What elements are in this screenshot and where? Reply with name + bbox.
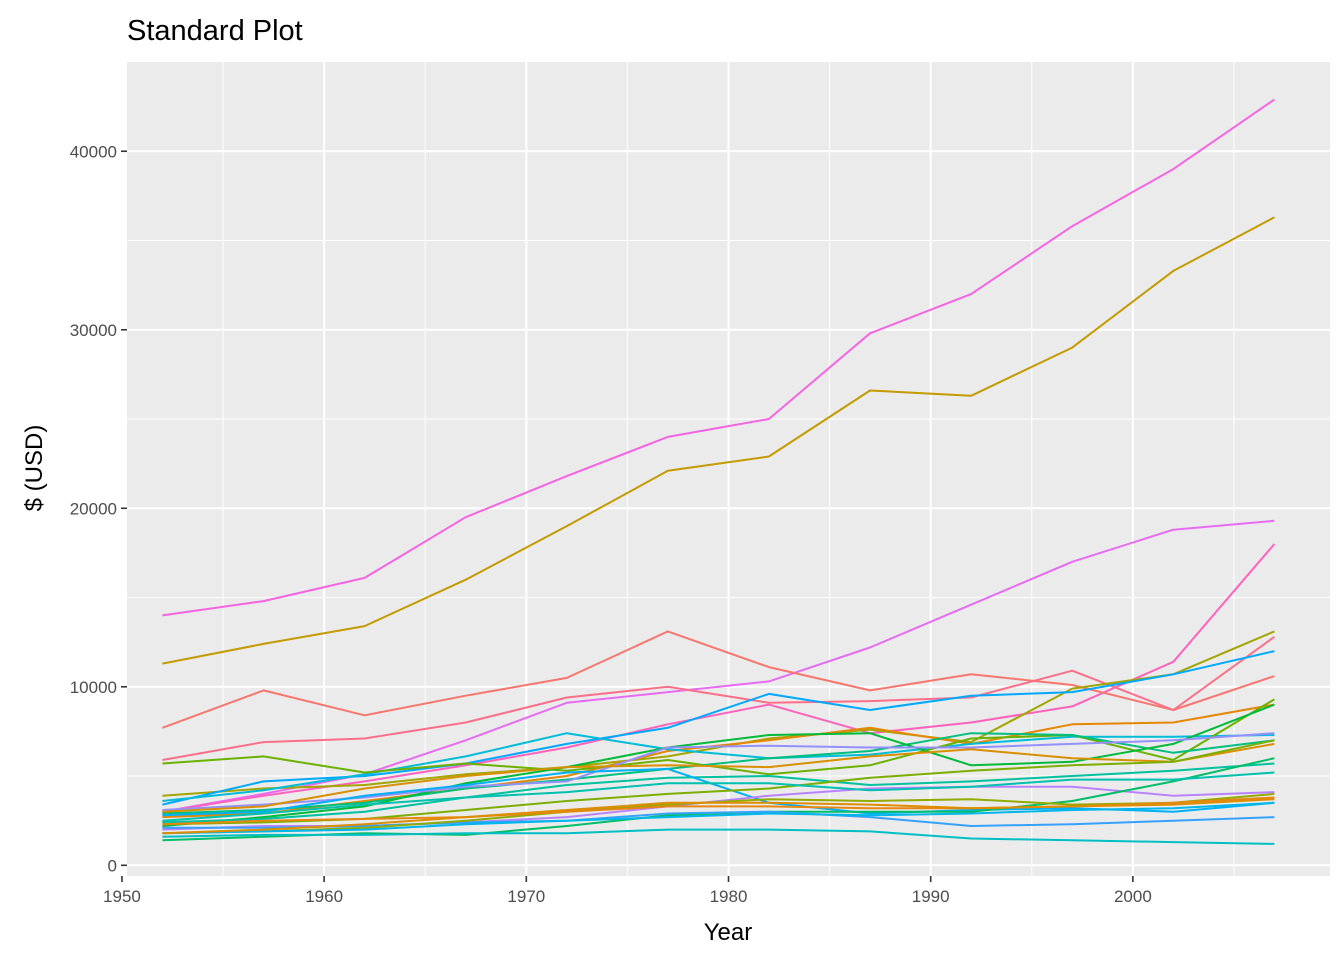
series-line-25: [162, 828, 1275, 845]
y-axis: 0 10000 20000 30000 40000: [70, 142, 127, 875]
series-line-16: [162, 762, 1275, 824]
x-tick-label: 1960: [305, 887, 343, 906]
y-tick-label: 30000: [70, 321, 117, 340]
x-axis-title: Year: [704, 919, 753, 946]
series-line-24: [162, 801, 1275, 835]
y-axis-title: $ (USD): [21, 425, 48, 512]
major-gridlines: [120, 62, 1330, 876]
x-axis: 1950 1960 1970 1980 1990 2000: [103, 876, 1152, 906]
x-tick-label: 1950: [103, 887, 141, 906]
series-line-12: [162, 732, 1275, 815]
series-line-15: [162, 742, 1275, 813]
series-lines: [162, 98, 1276, 845]
y-tick-label: 40000: [70, 142, 117, 161]
series-line-21: [162, 771, 1275, 822]
x-tick-label: 2000: [1114, 887, 1152, 906]
y-tick-label: 10000: [70, 678, 117, 697]
x-tick-label: 1990: [912, 887, 950, 906]
series-line-10: [162, 732, 1275, 802]
series-line-6: [162, 635, 1275, 761]
series-line-27: [162, 798, 1275, 835]
x-tick-label: 1970: [507, 887, 545, 906]
chart-title: Standard Plot: [127, 15, 303, 47]
y-tick-label: 20000: [70, 499, 117, 518]
x-tick-label: 1980: [710, 887, 748, 906]
y-tick-label: 0: [108, 856, 117, 875]
series-line-2: [162, 216, 1275, 665]
series-line-22: [162, 810, 1275, 829]
series-line-4: [162, 543, 1276, 813]
series-line-1: [162, 98, 1275, 617]
